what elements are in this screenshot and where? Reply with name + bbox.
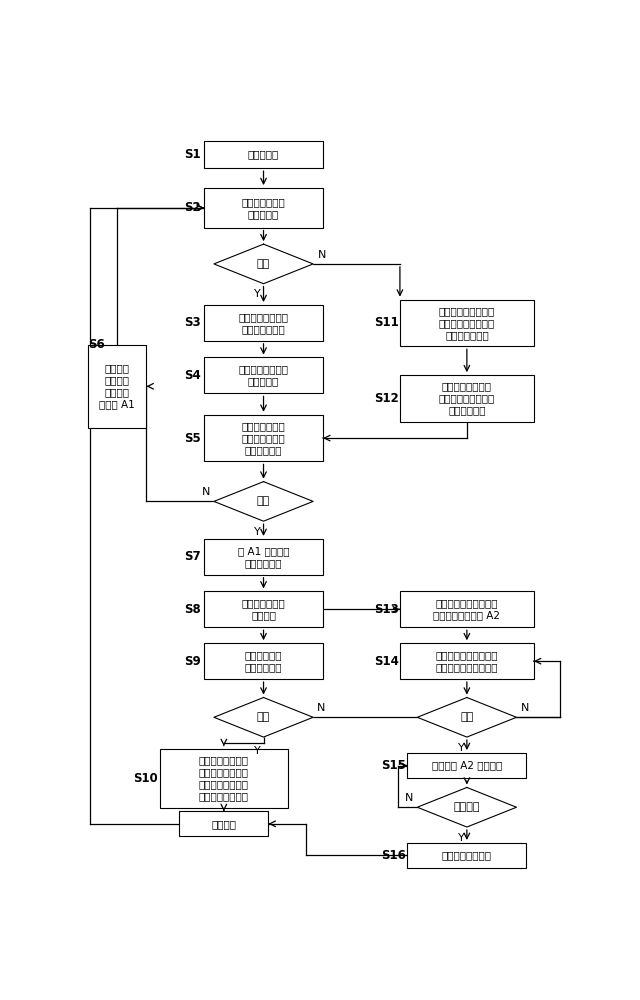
Text: N: N [202, 487, 210, 497]
Text: N: N [520, 703, 529, 713]
Polygon shape [417, 787, 516, 827]
Text: 通过导航卫星解算
当前位置及速度: 通过导航卫星解算 当前位置及速度 [239, 312, 289, 334]
Text: 读取移动通信模块状态
信息，并判定是否正常: 读取移动通信模块状态 信息，并判定是否正常 [436, 650, 498, 672]
Text: S6: S6 [88, 338, 105, 351]
FancyBboxPatch shape [88, 345, 147, 428]
Text: 传送参量数据到
发送单元: 传送参量数据到 发送单元 [242, 598, 285, 620]
Text: 检测是否收到精度
调整指令，若收到
则按新指令计算并
调整压缩条件参量: 检测是否收到精度 调整指令，若收到 则按新指令计算并 调整压缩条件参量 [199, 755, 249, 801]
Text: 采集初始化: 采集初始化 [248, 150, 279, 160]
Text: S5: S5 [184, 432, 200, 445]
Text: S16: S16 [381, 849, 406, 862]
Text: Y: Y [458, 833, 464, 843]
Text: 正常: 正常 [257, 259, 270, 269]
FancyBboxPatch shape [204, 591, 323, 627]
Polygon shape [417, 698, 516, 737]
Text: S14: S14 [374, 655, 399, 668]
Text: N: N [317, 703, 326, 713]
Text: 发送完成: 发送完成 [454, 802, 480, 812]
FancyBboxPatch shape [204, 188, 323, 228]
Text: Y: Y [254, 527, 261, 537]
Text: N: N [405, 793, 413, 803]
Text: 测量当前加速度，读
取初始位置、初始速
度和初始加速度: 测量当前加速度，读 取初始位置、初始速 度和初始加速度 [439, 306, 495, 340]
FancyBboxPatch shape [204, 643, 323, 679]
FancyBboxPatch shape [400, 375, 534, 422]
Text: 发送模块进入等待: 发送模块进入等待 [442, 850, 492, 860]
FancyBboxPatch shape [408, 843, 527, 868]
Text: 唤醒数据发送模块，将
数据送入发送队列 A2: 唤醒数据发送模块，将 数据送入发送队列 A2 [433, 598, 500, 620]
Text: 将 A1 中的数据
进行曲线拟合: 将 A1 中的数据 进行曲线拟合 [238, 546, 289, 568]
Text: S11: S11 [374, 316, 399, 329]
FancyBboxPatch shape [204, 415, 323, 461]
Text: S7: S7 [184, 550, 200, 563]
Text: S3: S3 [184, 316, 200, 329]
FancyBboxPatch shape [204, 305, 323, 341]
Text: 正常: 正常 [460, 712, 474, 722]
Text: 满足: 满足 [257, 496, 270, 506]
Text: Y: Y [458, 743, 464, 753]
Text: 检测是否满足
终止采集条件: 检测是否满足 终止采集条件 [244, 650, 282, 672]
Text: 发送队列 A2 中的数据: 发送队列 A2 中的数据 [432, 761, 502, 771]
Polygon shape [214, 244, 313, 284]
FancyBboxPatch shape [204, 141, 323, 168]
Text: 更新当前位置、速
度、加速度: 更新当前位置、速 度、加速度 [239, 364, 289, 386]
Text: Y: Y [254, 289, 261, 299]
FancyBboxPatch shape [204, 357, 323, 393]
Text: S1: S1 [184, 148, 200, 161]
FancyBboxPatch shape [400, 643, 534, 679]
FancyBboxPatch shape [160, 749, 288, 808]
FancyBboxPatch shape [204, 539, 323, 575]
Text: S2: S2 [184, 201, 200, 214]
Text: Y: Y [254, 746, 261, 756]
Text: S12: S12 [374, 392, 399, 405]
FancyBboxPatch shape [408, 753, 527, 778]
FancyBboxPatch shape [400, 300, 534, 346]
Text: S13: S13 [374, 603, 399, 616]
Text: S4: S4 [184, 369, 200, 382]
Text: S15: S15 [381, 759, 406, 772]
Polygon shape [214, 698, 313, 737]
Text: S9: S9 [184, 655, 200, 668]
Text: 读取导航卫星状
态，并判定: 读取导航卫星状 态，并判定 [242, 197, 285, 219]
Text: S10: S10 [134, 772, 158, 785]
Text: 终止采集: 终止采集 [211, 819, 236, 829]
Text: 解算当前位置和速
度，更新初始位置、
速度、加速度: 解算当前位置和速 度，更新初始位置、 速度、加速度 [439, 381, 495, 415]
Text: 正常: 正常 [257, 712, 270, 722]
Text: N: N [318, 250, 326, 260]
FancyBboxPatch shape [179, 811, 269, 836]
FancyBboxPatch shape [400, 591, 534, 627]
Polygon shape [214, 482, 313, 521]
Text: 计算压缩条件参
量，并判定是否
满足压缩条件: 计算压缩条件参 量，并判定是否 满足压缩条件 [242, 421, 285, 455]
Text: S8: S8 [184, 603, 200, 616]
Text: 将当前采
集数据存
入内存中
的数组 A1: 将当前采 集数据存 入内存中 的数组 A1 [99, 363, 135, 409]
